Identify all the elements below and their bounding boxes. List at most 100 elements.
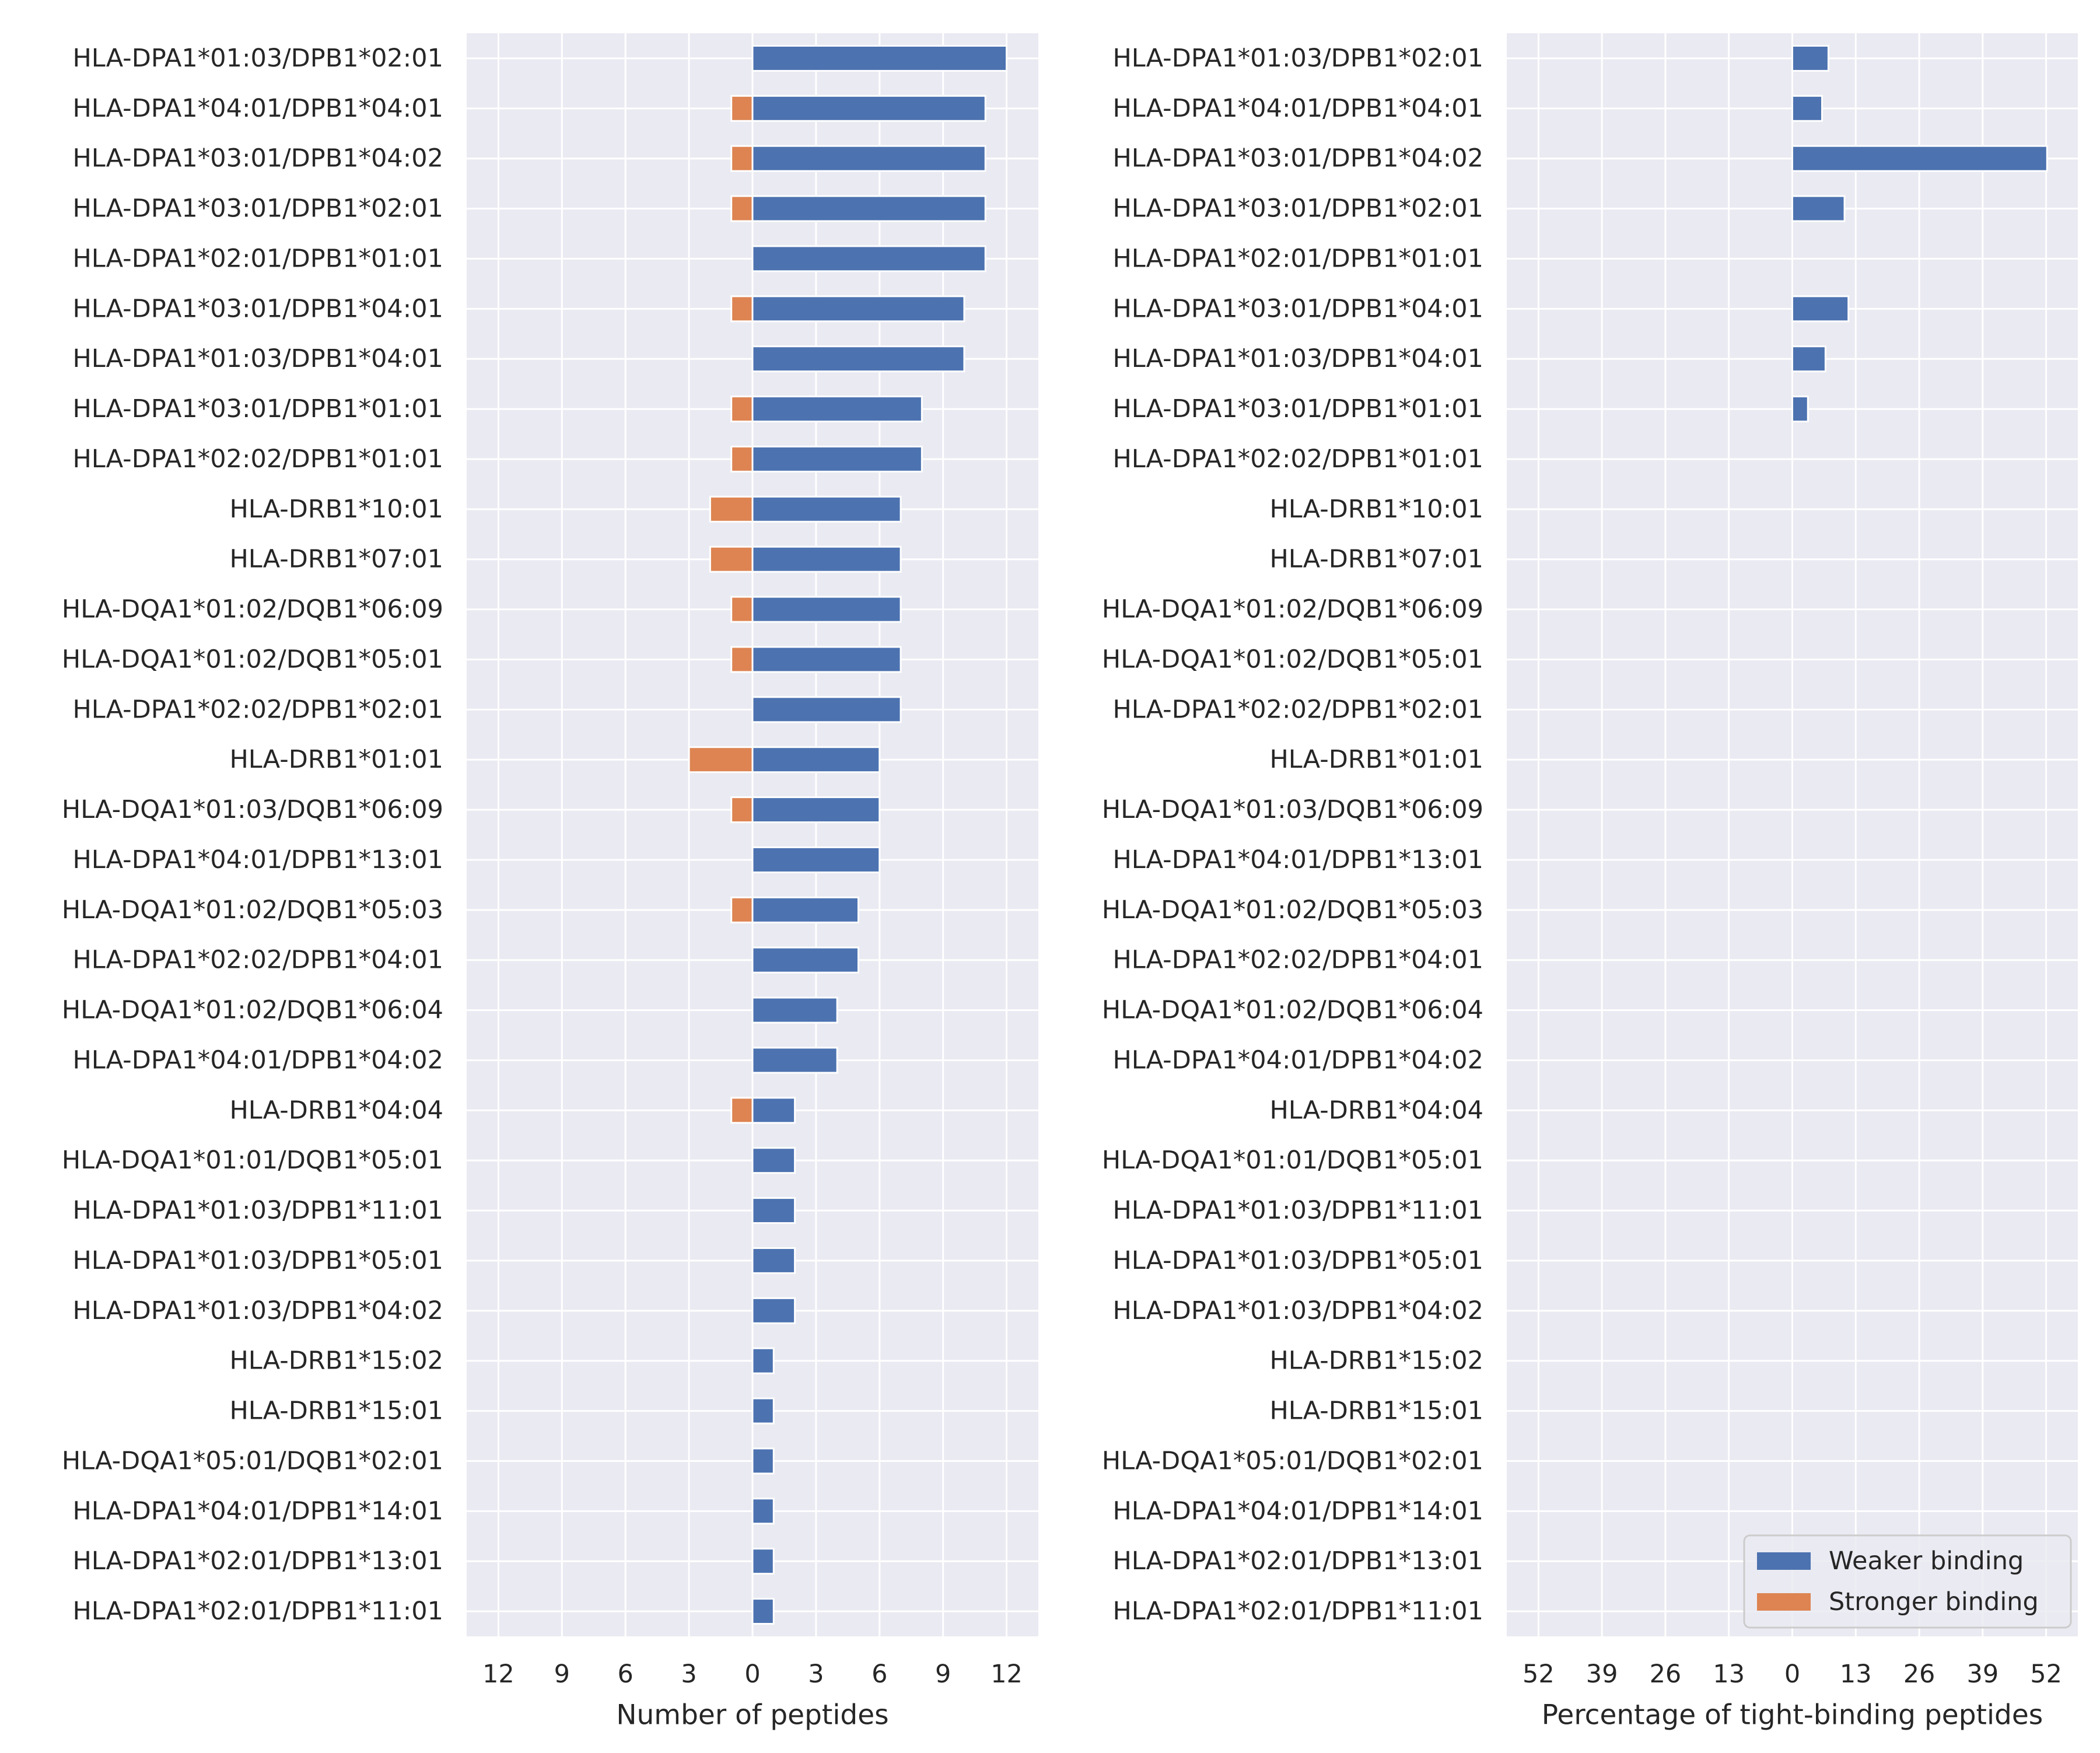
y-tick-label: HLA-DQA1*01:02/DQB1*06:04 bbox=[62, 996, 443, 1025]
y-tick-label: HLA-DPA1*03:01/DPB1*04:01 bbox=[1112, 294, 1483, 323]
x-tick-label: 12 bbox=[482, 1660, 514, 1689]
bar-weaker bbox=[751, 1397, 775, 1425]
y-tick-label: HLA-DQA1*01:02/DQB1*06:09 bbox=[62, 595, 443, 624]
y-tick-label: HLA-DQA1*01:02/DQB1*06:09 bbox=[1102, 595, 1483, 624]
y-tick-label: HLA-DPA1*03:01/DPB1*01:01 bbox=[1112, 394, 1483, 424]
bar-weaker bbox=[751, 896, 859, 923]
x-tick-label: 0 bbox=[1784, 1660, 1800, 1689]
bar-weaker bbox=[751, 1548, 775, 1575]
y-tick-label: HLA-DPA1*04:01/DPB1*04:01 bbox=[72, 94, 443, 123]
bar-weaker bbox=[1791, 44, 1829, 72]
x-tick-label: 39 bbox=[1586, 1660, 1618, 1689]
y-tick-label: HLA-DPA1*04:01/DPB1*04:02 bbox=[1112, 1045, 1483, 1075]
y-tick-label: HLA-DPA1*04:01/DPB1*04:02 bbox=[72, 1045, 443, 1075]
y-tick-label: HLA-DRB1*10:01 bbox=[1269, 495, 1483, 524]
x-tick-label: 6 bbox=[618, 1660, 634, 1689]
y-tick-label: HLA-DPA1*03:01/DPB1*04:02 bbox=[72, 144, 443, 173]
y-tick-label: HLA-DPA1*01:03/DPB1*04:02 bbox=[1112, 1296, 1483, 1325]
bar-weaker bbox=[751, 996, 838, 1024]
x-tick-label: 9 bbox=[935, 1660, 951, 1689]
bar-weaker bbox=[751, 846, 881, 873]
y-tick-label: HLA-DQA1*01:01/DQB1*05:01 bbox=[62, 1146, 443, 1175]
y-tick-label: HLA-DPA1*01:03/DPB1*05:01 bbox=[1112, 1246, 1483, 1275]
bar-weaker bbox=[751, 44, 1008, 72]
y-tick-label: HLA-DPA1*01:03/DPB1*04:02 bbox=[72, 1296, 443, 1325]
y-tick-label: HLA-DQA1*05:01/DQB1*02:01 bbox=[1102, 1446, 1483, 1475]
x-tick-label: 52 bbox=[1522, 1660, 1555, 1689]
y-tick-label: HLA-DPA1*02:01/DPB1*11:01 bbox=[1112, 1597, 1483, 1626]
y-tick-label: HLA-DPA1*02:02/DPB1*01:01 bbox=[1112, 445, 1483, 474]
y-tick-label: HLA-DRB1*15:02 bbox=[229, 1346, 443, 1376]
x-tick-label: 13 bbox=[1840, 1660, 1872, 1689]
y-tick-label: HLA-DPA1*02:01/DPB1*11:01 bbox=[72, 1597, 443, 1626]
y-tick-label: HLA-DPA1*01:03/DPB1*11:01 bbox=[72, 1196, 443, 1225]
legend-swatch bbox=[1757, 1552, 1811, 1570]
y-tick-label: HLA-DQA1*01:02/DQB1*06:04 bbox=[1102, 996, 1483, 1025]
bar-stronger bbox=[730, 396, 754, 423]
bar-weaker bbox=[751, 95, 986, 122]
x-tick-label: 39 bbox=[1966, 1660, 1999, 1689]
bar-stronger bbox=[730, 445, 754, 473]
bar-weaker bbox=[751, 495, 902, 523]
y-tick-label: HLA-DRB1*01:01 bbox=[1269, 745, 1483, 774]
bar-weaker bbox=[1791, 95, 1824, 122]
y-tick-label: HLA-DPA1*01:03/DPB1*04:01 bbox=[72, 344, 443, 373]
bar-weaker bbox=[751, 946, 859, 974]
y-tick-label: HLA-DQA1*01:02/DQB1*05:01 bbox=[1102, 645, 1483, 674]
x-tick-label: 3 bbox=[808, 1660, 824, 1689]
y-tick-label: HLA-DRB1*01:01 bbox=[229, 745, 443, 774]
bar-stronger bbox=[730, 796, 754, 824]
y-tick-label: HLA-DQA1*01:03/DQB1*06:09 bbox=[1102, 795, 1483, 824]
y-tick-label: HLA-DPA1*04:01/DPB1*13:01 bbox=[1112, 845, 1483, 874]
bar-weaker bbox=[751, 1497, 775, 1525]
bar-stronger bbox=[730, 896, 754, 923]
x-tick-label: 12 bbox=[991, 1660, 1023, 1689]
y-tick-label: HLA-DRB1*15:02 bbox=[1269, 1346, 1483, 1376]
bar-weaker bbox=[751, 1197, 796, 1224]
bar-stronger bbox=[730, 596, 754, 623]
y-tick-label: HLA-DPA1*02:01/DPB1*13:01 bbox=[72, 1546, 443, 1576]
y-tick-label: HLA-DPA1*01:03/DPB1*02:01 bbox=[72, 44, 443, 73]
y-tick-label: HLA-DRB1*04:04 bbox=[1269, 1096, 1483, 1125]
x-axis-title: Number of peptides bbox=[616, 1699, 888, 1731]
x-tick-label: 26 bbox=[1650, 1660, 1682, 1689]
y-tick-label: HLA-DRB1*15:01 bbox=[1269, 1397, 1483, 1426]
x-tick-label: 3 bbox=[681, 1660, 696, 1689]
y-tick-label: HLA-DPA1*04:01/DPB1*13:01 bbox=[72, 845, 443, 874]
y-tick-label: HLA-DPA1*03:01/DPB1*02:01 bbox=[1112, 194, 1483, 223]
y-tick-label: HLA-DQA1*01:03/DQB1*06:09 bbox=[62, 795, 443, 824]
bar-weaker bbox=[751, 245, 986, 272]
x-axis-title: Percentage of tight-binding peptides bbox=[1542, 1699, 2043, 1731]
legend: Weaker binding Stronger binding bbox=[1743, 1534, 2072, 1629]
y-tick-label: HLA-DQA1*01:02/DQB1*05:01 bbox=[62, 645, 443, 674]
bar-weaker bbox=[751, 396, 923, 423]
bar-stronger bbox=[730, 295, 754, 323]
y-tick-label: HLA-DPA1*01:03/DPB1*02:01 bbox=[1112, 44, 1483, 73]
bar-weaker bbox=[751, 1297, 796, 1324]
y-tick-label: HLA-DPA1*02:02/DPB1*04:01 bbox=[72, 946, 443, 975]
bar-weaker bbox=[751, 445, 923, 473]
bar-weaker bbox=[1791, 396, 1809, 423]
bar-stronger bbox=[730, 145, 754, 172]
bar-weaker bbox=[751, 1047, 838, 1074]
y-tick-label: HLA-DRB1*15:01 bbox=[229, 1397, 443, 1426]
bar-weaker bbox=[751, 1097, 796, 1124]
y-tick-label: HLA-DRB1*07:01 bbox=[229, 545, 443, 574]
y-tick-label: HLA-DPA1*03:01/DPB1*04:01 bbox=[72, 294, 443, 323]
y-tick-label: HLA-DQA1*01:02/DQB1*05:03 bbox=[1102, 895, 1483, 925]
bar-weaker bbox=[751, 646, 902, 673]
bar-weaker bbox=[751, 545, 902, 573]
bar-weaker bbox=[751, 195, 986, 222]
y-tick-label: HLA-DPA1*02:02/DPB1*02:01 bbox=[1112, 695, 1483, 724]
bar-weaker bbox=[1791, 195, 1846, 222]
bar-stronger bbox=[709, 495, 754, 523]
y-tick-label: HLA-DPA1*02:02/DPB1*04:01 bbox=[1112, 946, 1483, 975]
y-tick-label: HLA-DRB1*07:01 bbox=[1269, 545, 1483, 574]
y-tick-label: HLA-DPA1*01:03/DPB1*04:01 bbox=[1112, 344, 1483, 373]
bar-stronger bbox=[688, 746, 754, 774]
y-tick-label: HLA-DRB1*04:04 bbox=[229, 1096, 443, 1125]
x-tick-label: 26 bbox=[1903, 1660, 1936, 1689]
bar-weaker bbox=[1791, 145, 2048, 172]
